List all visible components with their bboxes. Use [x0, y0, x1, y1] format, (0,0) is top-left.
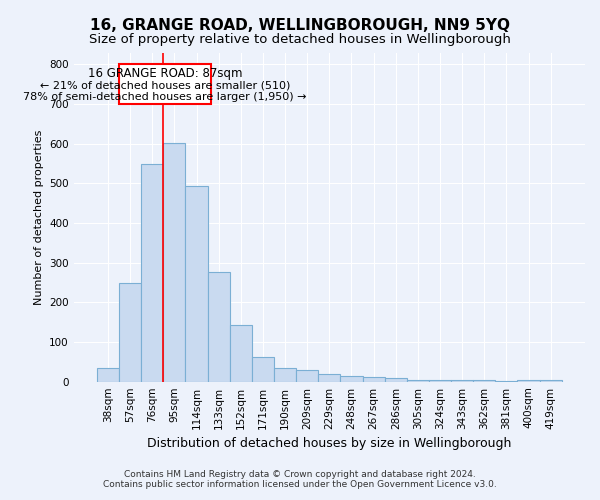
Y-axis label: Number of detached properties: Number of detached properties: [34, 130, 44, 305]
Text: Size of property relative to detached houses in Wellingborough: Size of property relative to detached ho…: [89, 32, 511, 46]
Bar: [230, 325, 252, 382]
Bar: [340, 376, 362, 382]
Bar: [141, 164, 163, 382]
Bar: [296, 370, 318, 382]
FancyBboxPatch shape: [119, 64, 211, 104]
Bar: [451, 380, 473, 382]
Bar: [496, 381, 517, 382]
Bar: [274, 368, 296, 382]
Text: ← 21% of detached houses are smaller (510): ← 21% of detached houses are smaller (51…: [40, 80, 290, 90]
Bar: [473, 380, 496, 382]
Text: 78% of semi-detached houses are larger (1,950) →: 78% of semi-detached houses are larger (…: [23, 92, 307, 102]
Bar: [252, 357, 274, 382]
Text: 16 GRANGE ROAD: 87sqm: 16 GRANGE ROAD: 87sqm: [88, 66, 242, 80]
Bar: [97, 368, 119, 382]
Text: 16, GRANGE ROAD, WELLINGBOROUGH, NN9 5YQ: 16, GRANGE ROAD, WELLINGBOROUGH, NN9 5YQ: [90, 18, 510, 32]
Bar: [539, 380, 562, 382]
Bar: [407, 380, 429, 382]
Bar: [362, 376, 385, 382]
Bar: [208, 272, 230, 382]
Bar: [185, 186, 208, 382]
Bar: [119, 284, 141, 382]
Bar: [318, 374, 340, 382]
Bar: [429, 380, 451, 382]
Text: Contains HM Land Registry data © Crown copyright and database right 2024.
Contai: Contains HM Land Registry data © Crown c…: [103, 470, 497, 489]
Bar: [385, 378, 407, 382]
Bar: [163, 144, 185, 382]
Bar: [517, 380, 539, 382]
X-axis label: Distribution of detached houses by size in Wellingborough: Distribution of detached houses by size …: [147, 437, 512, 450]
